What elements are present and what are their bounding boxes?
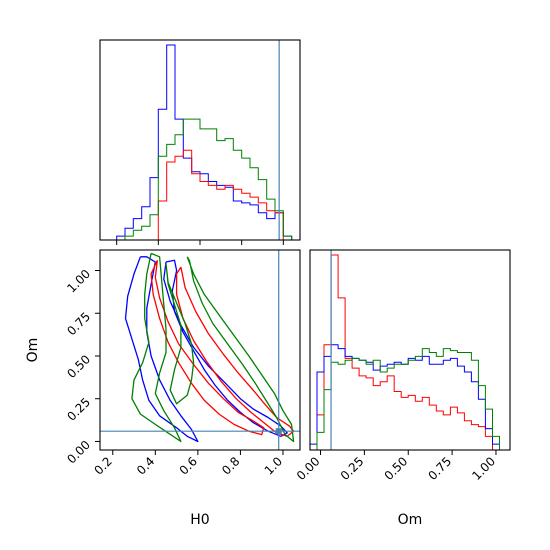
y-axis-label-om: Om: [25, 338, 41, 363]
om-hist-green-series: [310, 348, 507, 451]
om-hist-red-series: [310, 254, 507, 451]
joint-contour-red-2: [150, 260, 265, 436]
x-axis-label-h0: H0: [190, 512, 209, 528]
joint-panel-frame: [99, 249, 301, 451]
h0-histogram-panel: [99, 39, 301, 245]
joint-contour-blue-0: [124, 256, 199, 443]
om-histogram-frame: [309, 249, 511, 451]
joint-contour-blue-1: [163, 259, 288, 437]
h0-hist-green-series: [100, 118, 300, 241]
joint-contour-green-6: [165, 263, 195, 405]
joint-contour-green-4: [131, 252, 182, 443]
joint-contour-green-5: [186, 256, 295, 443]
x-axis-label-om: Om: [398, 512, 423, 528]
joint-truth-marker: [275, 428, 282, 435]
